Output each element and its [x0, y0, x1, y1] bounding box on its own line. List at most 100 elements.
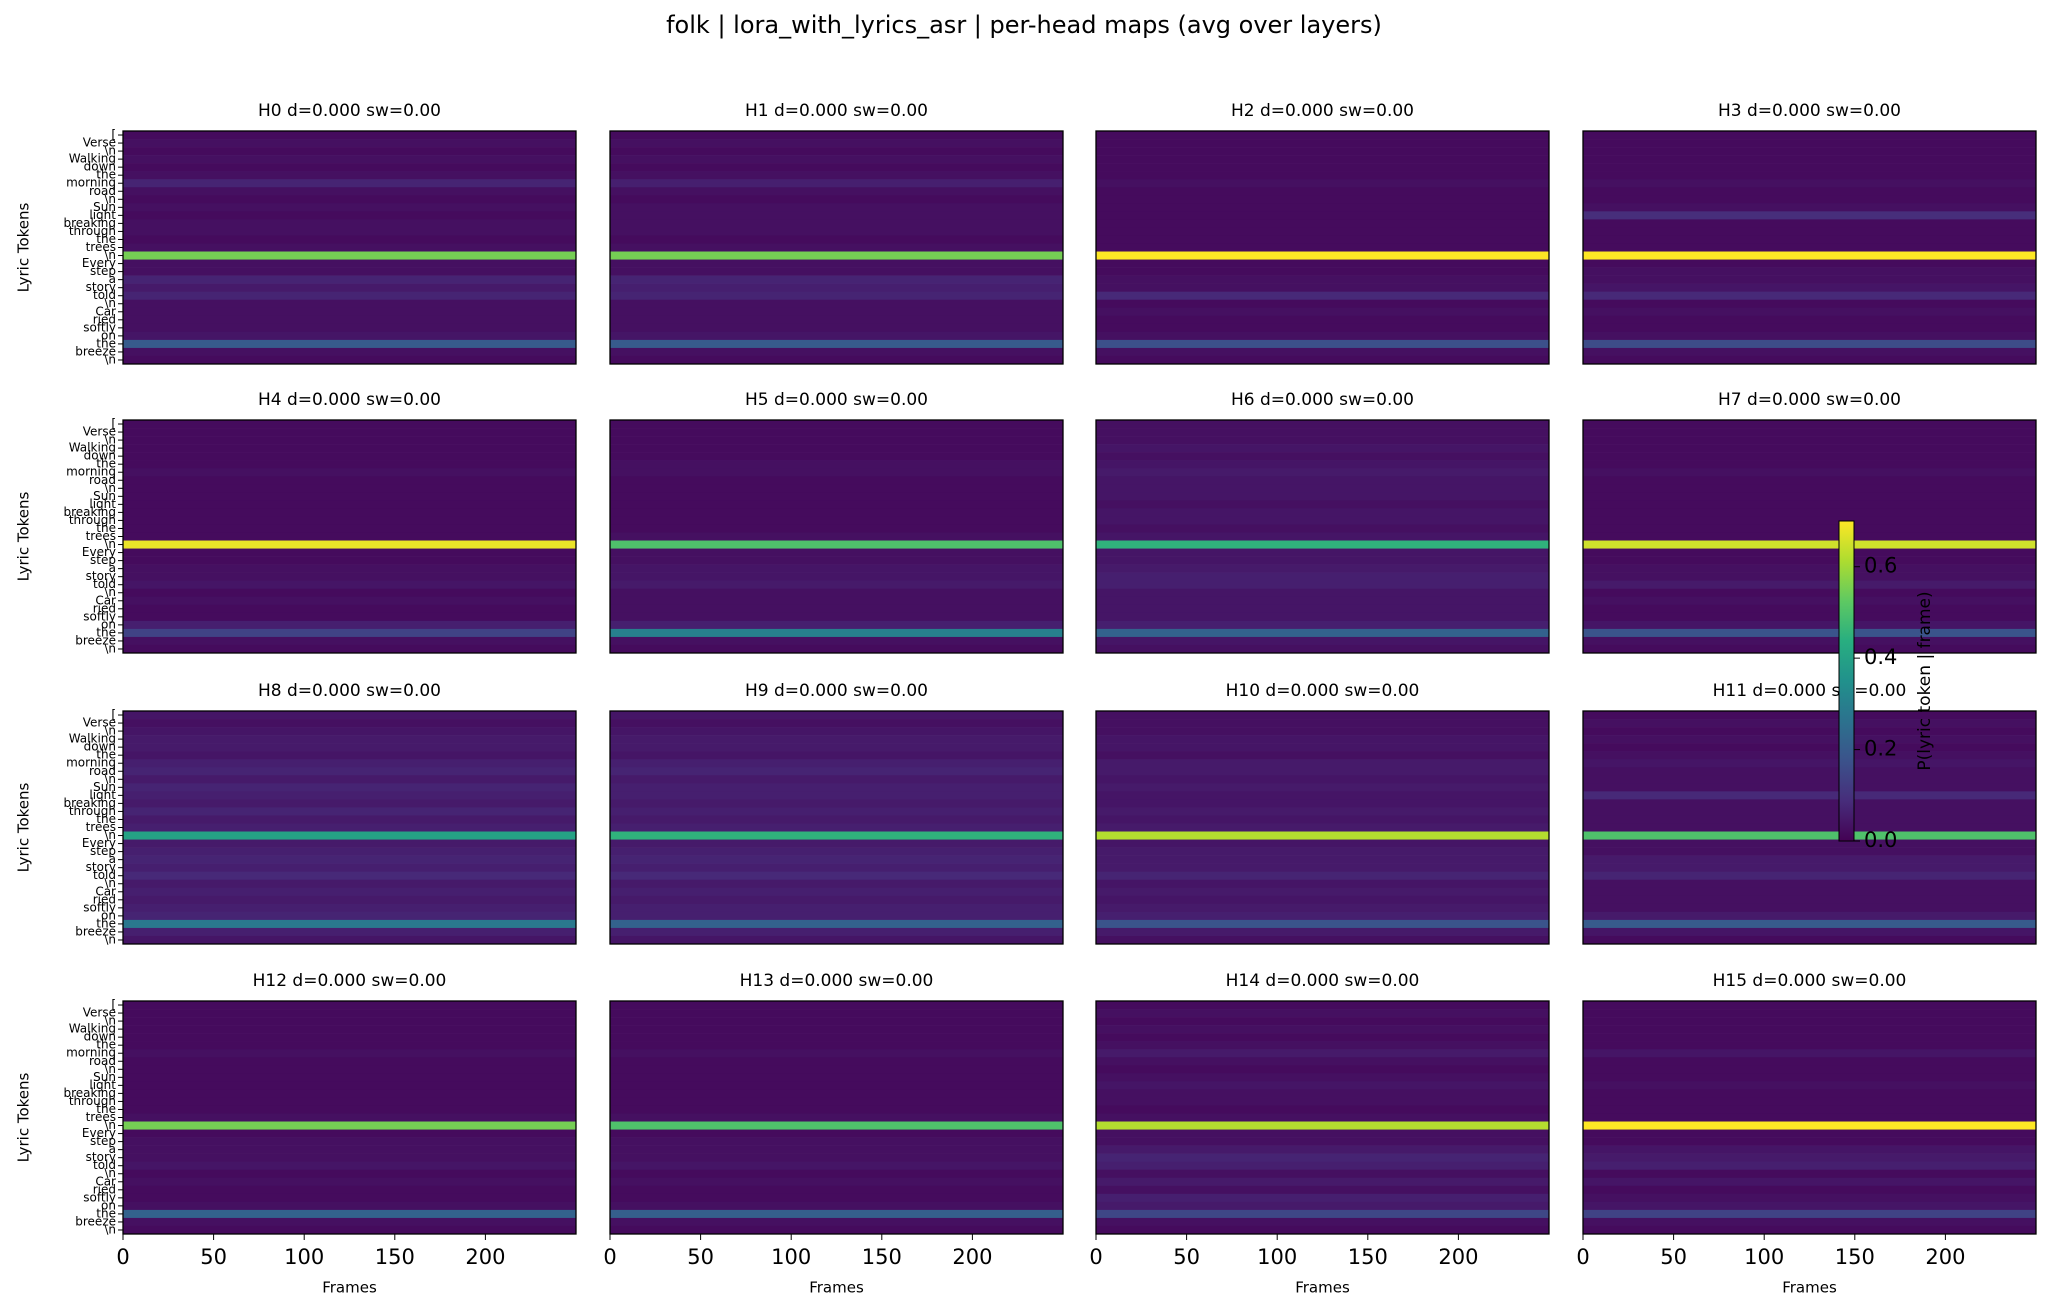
heatmap-row	[123, 1073, 576, 1082]
heatmap-row	[1583, 823, 2036, 832]
panel-title: H8 d=0.000 sw=0.00	[258, 681, 441, 701]
panel-title: H11 d=0.000 sw=0.00	[1713, 681, 1907, 701]
heatmap-row	[610, 299, 1063, 309]
heatmap-row	[1583, 1057, 2036, 1066]
heatmap-row	[1583, 1089, 2036, 1098]
y-tick-label: softly	[83, 609, 116, 623]
heatmap-row	[123, 807, 576, 816]
heatmap-row	[1583, 863, 2036, 872]
heatmap-row	[123, 735, 576, 744]
heatmap-row	[1096, 1185, 1549, 1195]
heatmap-row	[1096, 339, 1549, 349]
heatmap-row	[1096, 612, 1549, 622]
heatmap-row	[1096, 783, 1549, 792]
y-tick-label: a	[109, 272, 116, 286]
heatmap-row	[1096, 727, 1549, 736]
heatmap-row	[1096, 540, 1549, 549]
heatmap-row	[610, 1105, 1063, 1114]
heatmap-row	[123, 1041, 576, 1050]
y-tick-label: \n	[104, 876, 116, 890]
heatmap-row	[1096, 235, 1549, 244]
heatmap-row	[1583, 847, 2036, 856]
heatmap-row	[1583, 267, 2036, 276]
heatmap-row	[123, 460, 576, 469]
heatmap-row	[610, 903, 1063, 913]
heatmap-row	[610, 315, 1063, 325]
x-tick-label: 50	[687, 1245, 714, 1269]
heatmap-row	[1096, 315, 1549, 325]
heatmap-row	[123, 267, 576, 276]
heatmap-row	[1583, 1025, 2036, 1034]
y-tick-label: Every	[82, 545, 116, 559]
heatmap-row	[610, 243, 1063, 252]
y-tick-label: Car	[95, 304, 116, 318]
y-tick-label: Sun	[93, 780, 116, 794]
heatmap-row	[1096, 508, 1549, 517]
heatmap-row	[610, 1089, 1063, 1098]
heatmap-row	[1583, 452, 2036, 461]
heatmap-row	[1096, 620, 1549, 630]
heatmap-row	[123, 863, 576, 872]
panel-frame	[609, 710, 1064, 945]
heatmap-row	[1096, 428, 1549, 437]
panel-title: H9 d=0.000 sw=0.00	[745, 681, 928, 701]
heatmap-row	[123, 927, 576, 937]
heatmap-row	[123, 283, 576, 292]
heatmap-row	[123, 775, 576, 784]
heatmap-row	[1583, 628, 2036, 638]
heatmap-row	[123, 187, 576, 196]
heatmap-row	[123, 420, 576, 429]
heatmap-row	[1583, 243, 2036, 252]
heatmap-row	[1583, 1009, 2036, 1018]
heatmap-row	[610, 743, 1063, 752]
y-tick-label: told	[93, 577, 116, 591]
colorbar-tick-label: 0.4	[1864, 645, 1897, 669]
heatmap-row	[1096, 863, 1549, 872]
x-axis-label: Frames	[809, 1279, 864, 1297]
heatmap-row	[1096, 155, 1549, 164]
y-tick-label: Sun	[93, 1070, 116, 1084]
heatmap-row	[1583, 1073, 2036, 1082]
heatmap-row	[123, 243, 576, 252]
heatmap-row	[610, 847, 1063, 856]
heatmap-row	[1583, 291, 2036, 301]
heatmap-row	[123, 1217, 576, 1227]
heatmap-row	[1096, 735, 1549, 744]
heatmap-row	[1583, 476, 2036, 485]
heatmap-row	[123, 436, 576, 445]
y-tick-label: step	[90, 553, 116, 567]
heatmap-row	[1096, 532, 1549, 541]
y-tick-label: the	[96, 1102, 116, 1116]
heatmap-row	[123, 1017, 576, 1026]
heatmap-row	[123, 195, 576, 204]
heatmap-row	[1583, 927, 2036, 937]
heatmap-row	[610, 1113, 1063, 1122]
x-tick-label: 150	[375, 1245, 415, 1269]
heatmap-row	[123, 751, 576, 760]
heatmap-row	[610, 1137, 1063, 1146]
heatmap-row	[610, 428, 1063, 437]
y-tick-label: morning	[66, 756, 116, 770]
heatmap-row	[1096, 815, 1549, 824]
heatmap-row	[610, 1025, 1063, 1034]
heatmap-row	[1583, 307, 2036, 317]
heatmap-row	[610, 1153, 1063, 1162]
heatmap-row	[1096, 887, 1549, 897]
x-tick-label: 150	[862, 1245, 902, 1269]
heatmap-row	[1096, 468, 1549, 477]
x-tick-label: 100	[1744, 1245, 1784, 1269]
heatmap-row	[1096, 355, 1549, 365]
y-tick-label: a	[109, 561, 116, 575]
y-tick-label: \n	[104, 1014, 116, 1028]
heatmap-row	[1096, 283, 1549, 292]
y-tick-label: \n	[104, 433, 116, 447]
heatmap-row	[1583, 799, 2036, 808]
heatmap-row	[1583, 203, 2036, 212]
heatmap-row	[1096, 139, 1549, 148]
heatmap-row	[1583, 887, 2036, 897]
y-tick-label: breeze	[75, 1214, 116, 1228]
heatmap-row	[1583, 460, 2036, 469]
heatmap-row	[1096, 347, 1549, 357]
heatmap-row	[123, 139, 576, 148]
heatmap-row	[123, 1129, 576, 1138]
